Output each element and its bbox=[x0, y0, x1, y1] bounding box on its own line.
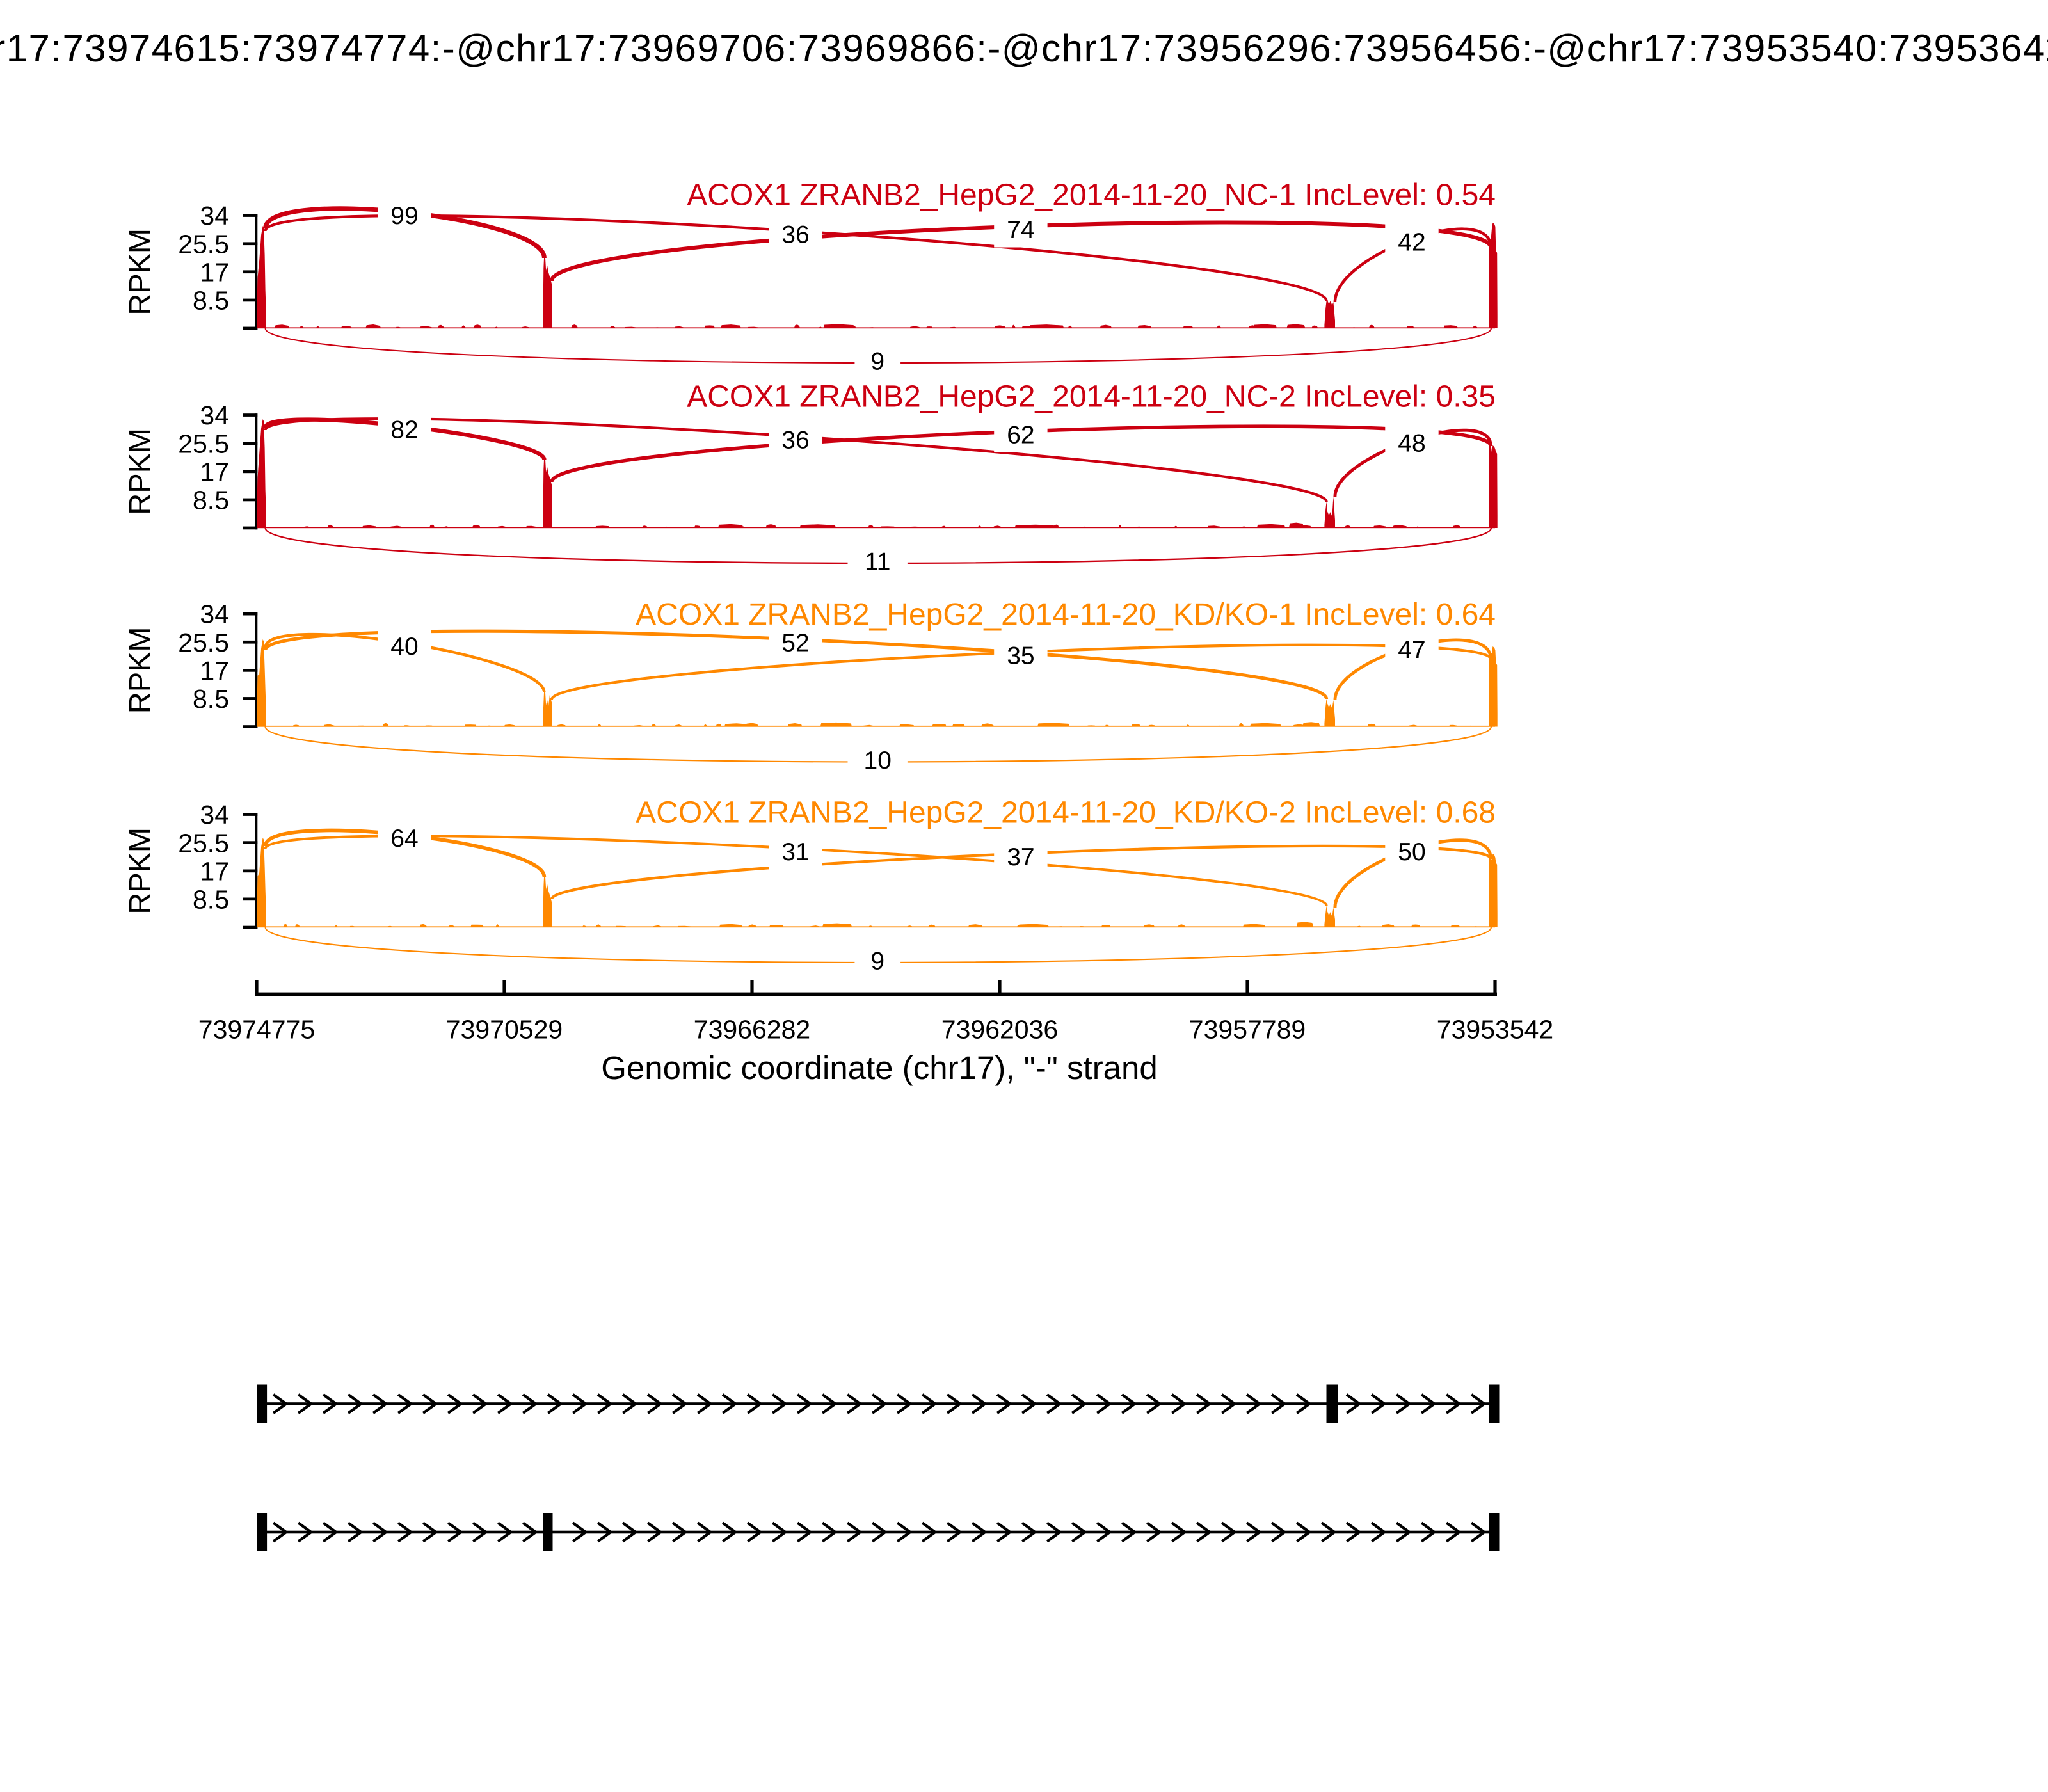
svg-text:RPKM: RPKM bbox=[122, 828, 156, 915]
svg-text:17: 17 bbox=[200, 856, 229, 886]
svg-text:ACOX1 ZRANB2_HepG2_2014-11-20_: ACOX1 ZRANB2_HepG2_2014-11-20_KD/KO-2 In… bbox=[636, 796, 1496, 830]
svg-text:8.5: 8.5 bbox=[193, 684, 229, 714]
svg-text:ACOX1 ZRANB2_HepG2_2014-11-20_: ACOX1 ZRANB2_HepG2_2014-11-20_NC-2 IncLe… bbox=[687, 380, 1496, 414]
svg-text:17: 17 bbox=[200, 457, 229, 486]
svg-text:73962036: 73962036 bbox=[941, 1014, 1058, 1044]
svg-text:40: 40 bbox=[390, 633, 418, 660]
svg-text:Genomic coordinate (chr17), "-: Genomic coordinate (chr17), "-" strand bbox=[601, 1050, 1158, 1086]
svg-text:52: 52 bbox=[781, 630, 809, 657]
svg-text:34: 34 bbox=[200, 600, 229, 629]
svg-text:25.5: 25.5 bbox=[178, 229, 229, 259]
svg-text:25.5: 25.5 bbox=[178, 828, 229, 858]
svg-text:25.5: 25.5 bbox=[178, 429, 229, 458]
svg-text:99: 99 bbox=[390, 202, 418, 230]
svg-text:36: 36 bbox=[781, 427, 809, 454]
svg-text:35: 35 bbox=[1007, 643, 1034, 670]
svg-text:37: 37 bbox=[1007, 844, 1034, 871]
svg-text:48: 48 bbox=[1398, 430, 1425, 458]
svg-text:64: 64 bbox=[390, 825, 418, 852]
svg-text:34: 34 bbox=[200, 201, 229, 230]
svg-text:8.5: 8.5 bbox=[193, 286, 229, 316]
svg-text:73974775: 73974775 bbox=[198, 1014, 315, 1044]
svg-text:8.5: 8.5 bbox=[193, 486, 229, 515]
svg-text:chr17:73974615:73974774:-@chr1: chr17:73974615:73974774:-@chr17:73969706… bbox=[0, 27, 2048, 70]
svg-text:RPKM: RPKM bbox=[122, 428, 156, 515]
svg-text:8.5: 8.5 bbox=[193, 885, 229, 915]
svg-text:31: 31 bbox=[781, 838, 809, 866]
svg-text:9: 9 bbox=[870, 348, 884, 376]
svg-text:42: 42 bbox=[1398, 229, 1425, 257]
svg-text:34: 34 bbox=[200, 800, 229, 829]
svg-text:ACOX1 ZRANB2_HepG2_2014-11-20_: ACOX1 ZRANB2_HepG2_2014-11-20_NC-1 IncLe… bbox=[687, 179, 1496, 212]
svg-text:11: 11 bbox=[865, 548, 891, 576]
svg-text:73970529: 73970529 bbox=[446, 1014, 563, 1044]
svg-text:82: 82 bbox=[390, 417, 418, 444]
svg-text:34: 34 bbox=[200, 401, 229, 430]
svg-text:73966282: 73966282 bbox=[694, 1014, 810, 1044]
svg-text:17: 17 bbox=[200, 257, 229, 287]
svg-text:9: 9 bbox=[870, 948, 884, 975]
svg-text:ACOX1 ZRANB2_HepG2_2014-11-20_: ACOX1 ZRANB2_HepG2_2014-11-20_KD/KO-1 In… bbox=[636, 598, 1496, 632]
svg-text:47: 47 bbox=[1398, 636, 1425, 664]
svg-text:74: 74 bbox=[1007, 216, 1034, 244]
svg-text:10: 10 bbox=[864, 747, 892, 774]
svg-text:36: 36 bbox=[781, 221, 809, 249]
svg-text:25.5: 25.5 bbox=[178, 628, 229, 657]
svg-text:73953542: 73953542 bbox=[1437, 1014, 1553, 1044]
svg-text:17: 17 bbox=[200, 656, 229, 685]
svg-text:50: 50 bbox=[1398, 838, 1425, 866]
svg-text:62: 62 bbox=[1007, 422, 1034, 449]
svg-text:73957789: 73957789 bbox=[1189, 1014, 1306, 1044]
svg-text:RPKM: RPKM bbox=[122, 228, 156, 316]
svg-text:RPKM: RPKM bbox=[122, 627, 156, 714]
